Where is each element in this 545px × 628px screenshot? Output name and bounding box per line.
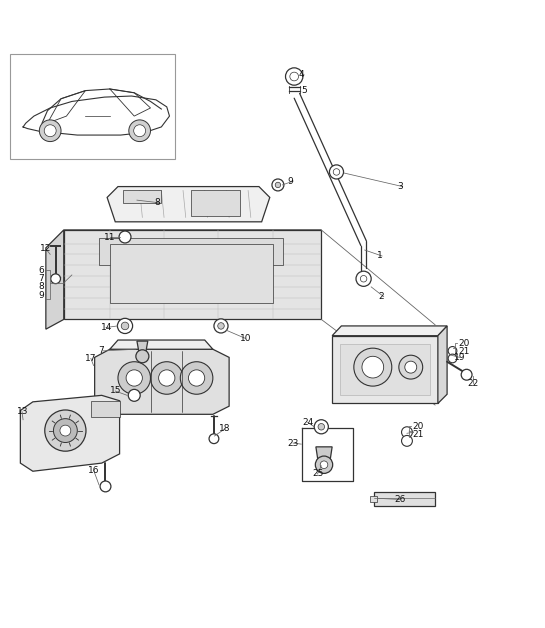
Text: 10: 10 <box>240 334 251 343</box>
Circle shape <box>100 481 111 492</box>
Text: 9: 9 <box>38 291 44 300</box>
Bar <box>9 54 175 160</box>
Polygon shape <box>123 190 161 203</box>
Text: 8: 8 <box>154 198 160 207</box>
Polygon shape <box>20 396 119 471</box>
Circle shape <box>126 370 142 386</box>
Text: 21: 21 <box>413 430 424 440</box>
Polygon shape <box>191 190 240 217</box>
Text: 16: 16 <box>88 465 100 475</box>
Polygon shape <box>99 238 283 265</box>
Text: 4: 4 <box>299 70 304 79</box>
Circle shape <box>218 323 224 329</box>
Text: 20: 20 <box>413 422 424 431</box>
Polygon shape <box>64 230 322 257</box>
Circle shape <box>360 276 367 282</box>
Text: 25: 25 <box>312 470 323 479</box>
Text: 15: 15 <box>110 386 122 396</box>
Circle shape <box>134 125 146 137</box>
Circle shape <box>461 369 472 380</box>
Circle shape <box>119 231 131 243</box>
Polygon shape <box>91 401 119 417</box>
Circle shape <box>314 420 328 434</box>
Polygon shape <box>137 341 148 356</box>
Circle shape <box>329 165 343 179</box>
Circle shape <box>402 427 413 438</box>
Circle shape <box>405 361 417 373</box>
Circle shape <box>286 68 303 85</box>
Polygon shape <box>332 336 438 403</box>
Circle shape <box>117 318 132 333</box>
Text: 14: 14 <box>101 323 112 332</box>
Circle shape <box>209 434 219 443</box>
Circle shape <box>333 169 340 175</box>
Circle shape <box>320 461 328 468</box>
Text: 20: 20 <box>458 339 469 349</box>
Polygon shape <box>370 496 377 502</box>
Circle shape <box>44 125 56 137</box>
Circle shape <box>354 348 392 386</box>
Text: 17: 17 <box>86 354 97 363</box>
Text: 3: 3 <box>397 182 403 191</box>
Circle shape <box>39 120 61 141</box>
Text: 7: 7 <box>98 347 104 355</box>
Polygon shape <box>374 492 435 507</box>
Text: 1: 1 <box>377 251 383 261</box>
Circle shape <box>128 389 140 401</box>
Text: 2: 2 <box>378 292 384 301</box>
Text: 22: 22 <box>468 379 479 388</box>
Polygon shape <box>64 230 322 320</box>
Text: 9: 9 <box>288 176 293 186</box>
Circle shape <box>362 356 384 378</box>
Circle shape <box>129 120 150 141</box>
Text: 12: 12 <box>40 244 52 254</box>
Circle shape <box>60 425 71 436</box>
Text: 18: 18 <box>219 425 231 433</box>
Text: 7: 7 <box>38 274 44 283</box>
Polygon shape <box>107 187 270 222</box>
Circle shape <box>214 319 228 333</box>
Polygon shape <box>46 230 64 329</box>
Text: 6: 6 <box>38 266 44 275</box>
Text: 11: 11 <box>105 232 116 242</box>
Circle shape <box>290 72 299 81</box>
Circle shape <box>45 410 86 451</box>
Circle shape <box>448 347 457 355</box>
Circle shape <box>272 179 284 191</box>
Circle shape <box>402 435 413 447</box>
Polygon shape <box>340 344 430 396</box>
Circle shape <box>275 182 281 188</box>
Circle shape <box>189 370 205 386</box>
Text: 8: 8 <box>38 283 44 291</box>
Circle shape <box>53 419 77 443</box>
Text: 21: 21 <box>458 347 469 357</box>
Polygon shape <box>110 340 213 349</box>
Text: 13: 13 <box>16 407 28 416</box>
Polygon shape <box>95 349 229 414</box>
Circle shape <box>318 423 325 430</box>
Circle shape <box>118 362 150 394</box>
Circle shape <box>399 355 423 379</box>
Text: 19: 19 <box>454 353 465 362</box>
Circle shape <box>316 456 332 474</box>
Text: 23: 23 <box>288 438 299 448</box>
Polygon shape <box>110 244 272 303</box>
Circle shape <box>180 362 213 394</box>
Circle shape <box>448 354 457 363</box>
Text: 24: 24 <box>302 418 313 427</box>
Circle shape <box>159 370 175 386</box>
Polygon shape <box>332 326 447 336</box>
Circle shape <box>150 362 183 394</box>
Polygon shape <box>438 326 447 403</box>
Polygon shape <box>316 447 332 465</box>
Circle shape <box>136 350 149 363</box>
Circle shape <box>121 322 129 330</box>
Circle shape <box>356 271 371 286</box>
Text: 26: 26 <box>395 495 406 504</box>
Text: 5: 5 <box>301 86 307 95</box>
Circle shape <box>51 274 60 284</box>
